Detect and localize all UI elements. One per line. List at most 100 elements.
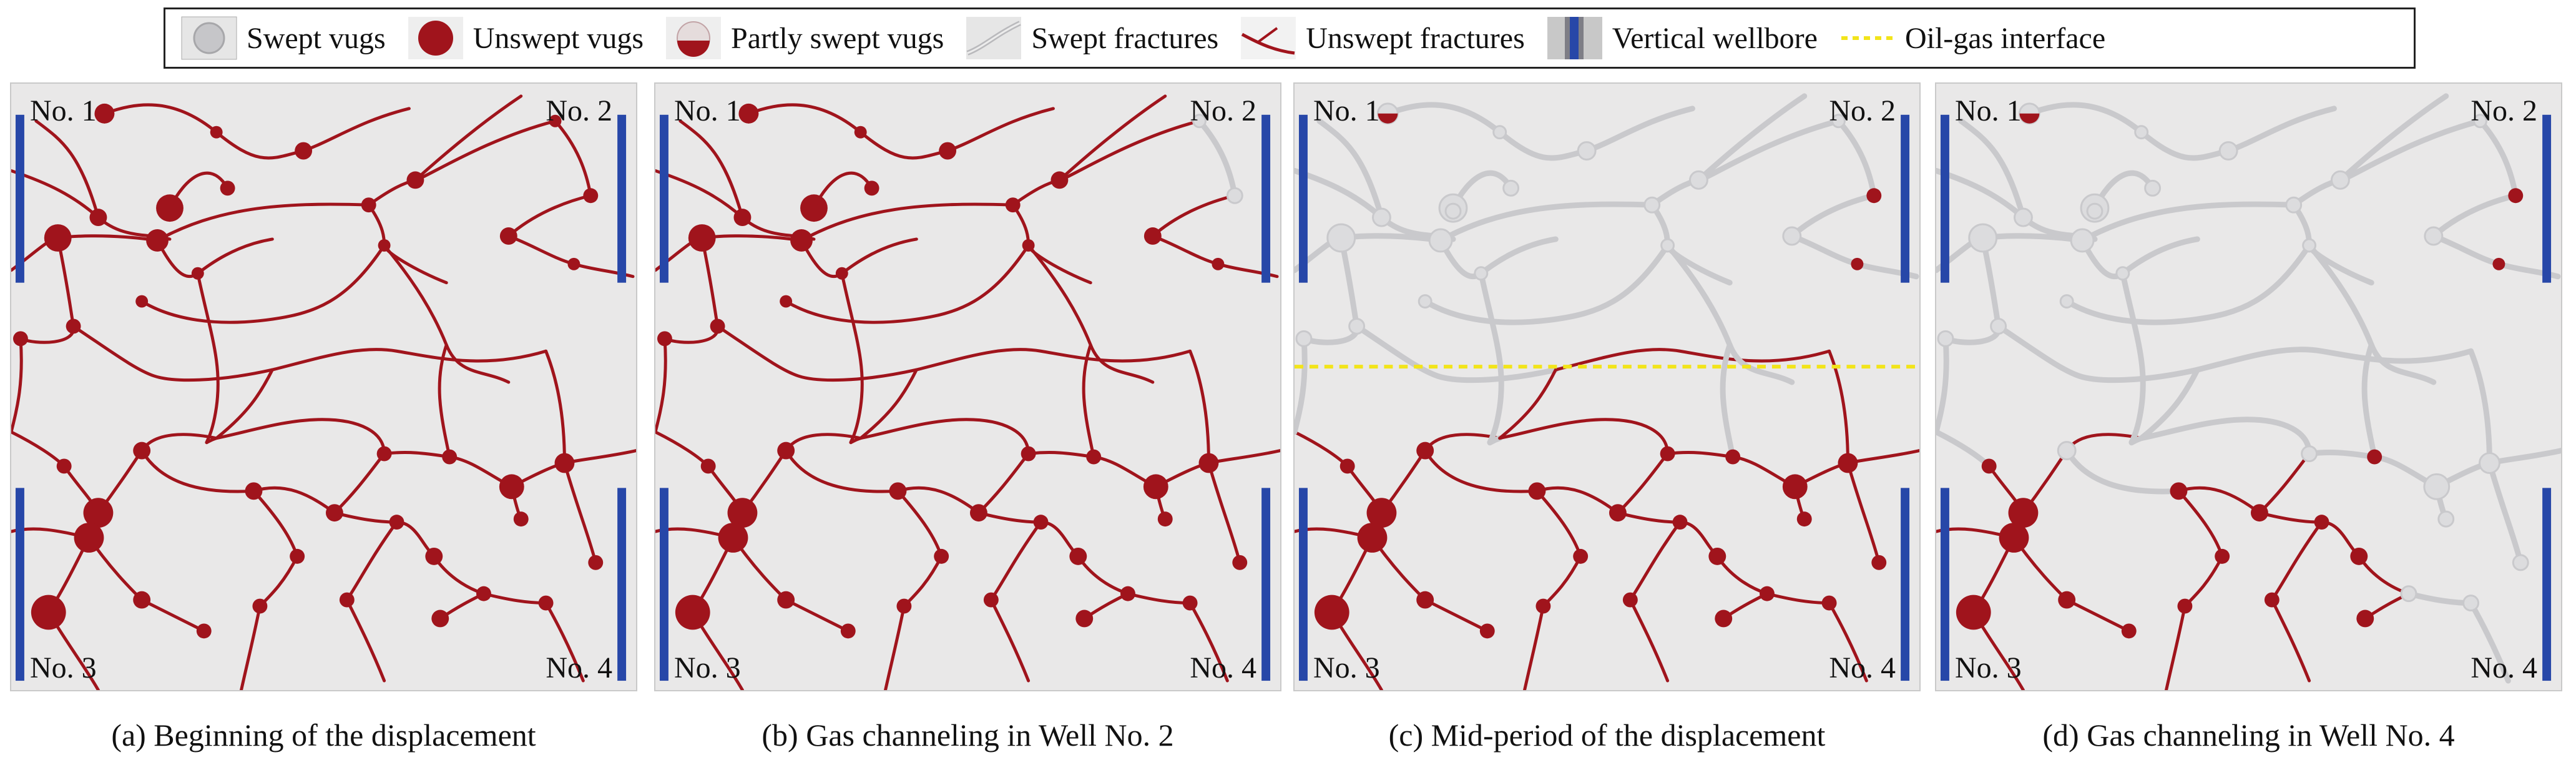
- swept-vug: [1688, 170, 1708, 190]
- swept-vug: [2059, 294, 2074, 309]
- swept-vug: [1831, 114, 1846, 129]
- swept-vug: [1577, 141, 1597, 160]
- swept-vug: [2070, 228, 2095, 253]
- well-label-4: No. 4: [2471, 651, 2537, 684]
- swept-fracture: [2079, 236, 2200, 279]
- swept-vug: [1428, 228, 1453, 253]
- unswept-fracture: [902, 555, 943, 608]
- unswept-fracture: [482, 592, 548, 605]
- unswept-vug: [1999, 523, 2029, 553]
- legend-label-swept-fractures: Swept fractures: [1031, 21, 1219, 55]
- well-label-4: No. 4: [546, 651, 612, 684]
- unswept-fracture: [2270, 520, 2324, 602]
- unswept-vug: [969, 504, 987, 522]
- unswept-vug: [196, 623, 212, 639]
- unswept-vug: [1144, 227, 1162, 245]
- unswept-fracture: [301, 107, 411, 153]
- interface-line-icon: [1841, 36, 1894, 40]
- unswept-vug: [376, 446, 392, 462]
- unswept-fracture: [2357, 555, 2411, 596]
- unswept-vug: [806, 204, 821, 219]
- swept-fracture: [1936, 429, 1992, 469]
- unswept-vug: [2350, 547, 2368, 565]
- swept-vug: [1474, 266, 1489, 281]
- well-label-3: No. 3: [674, 651, 741, 684]
- unswept-vug: [2215, 548, 2230, 564]
- unswept-vug: [1535, 598, 1551, 614]
- panel-c: No. 1 No. 2 No. 3 No. 4: [1293, 82, 1921, 691]
- unswept-fracture: [859, 418, 1031, 456]
- unswept-vug: [2356, 610, 2374, 628]
- unswept-fracture: [1154, 449, 1280, 488]
- unswept-fracture: [1126, 592, 1192, 605]
- swept-vug: [2437, 510, 2455, 528]
- wellbore-2: [617, 114, 627, 283]
- swept-fracture: [2468, 600, 2511, 684]
- swept-vug: [2134, 125, 2149, 140]
- swept-fracture: [1354, 323, 1559, 383]
- unswept-vug: [896, 598, 912, 614]
- unswept-vug: [1120, 586, 1135, 601]
- well-label-2: No. 2: [1190, 94, 1256, 127]
- partly-swept-vug-icon: [666, 17, 722, 59]
- unswept-vug: [406, 171, 424, 189]
- swept-fracture: [2138, 367, 2200, 442]
- unswept-vug: [1956, 595, 1991, 630]
- unswept-fracture: [1151, 234, 1279, 279]
- swept-fracture: [1295, 233, 1444, 274]
- unswept-fracture: [678, 119, 744, 219]
- unswept-fracture: [800, 237, 918, 278]
- swept-vug: [2479, 452, 2500, 474]
- swept-fracture: [1295, 335, 1308, 435]
- unswept-fracture: [140, 598, 206, 633]
- legend-item-oil-gas-interface: Oil-gas interface: [1839, 16, 2105, 61]
- unswept-vug: [1050, 171, 1069, 189]
- unswept-vug: [1033, 515, 1049, 530]
- unswept-fracture: [1379, 433, 1502, 515]
- swept-vug: [2512, 554, 2529, 571]
- swept-vug: [2473, 114, 2487, 129]
- legend-label-partly-swept-vugs: Partly swept vugs: [731, 21, 944, 55]
- unswept-fracture: [1423, 449, 1539, 493]
- unswept-vug: [1981, 458, 1997, 474]
- swept-fracture: [1384, 102, 1590, 161]
- unswept-fracture: [1535, 486, 1620, 515]
- swept-fracture: [2138, 417, 2313, 457]
- swept-fracture: [2225, 106, 2337, 154]
- panel-b: No. 1 No. 2 No. 3 No. 4: [654, 82, 1281, 691]
- unswept-fracture: [1082, 343, 1095, 459]
- unswept-fracture: [258, 555, 299, 608]
- fracture-network-c: [1295, 93, 1919, 690]
- well-label-4: No. 4: [1190, 651, 1256, 684]
- swept-vug: [2218, 141, 2238, 160]
- swept-fracture: [2431, 192, 2519, 239]
- legend-label-vertical-wellbore: Vertical wellbore: [1612, 21, 1818, 55]
- unswept-vug: [1069, 547, 1087, 565]
- swept-vug: [2424, 226, 2444, 246]
- legend-label-swept-vugs: Swept vugs: [247, 21, 386, 55]
- unswept-vug-icon: [408, 17, 463, 59]
- unswept-vug: [1021, 446, 1036, 462]
- unswept-vug: [1157, 511, 1173, 527]
- unswept-vug: [549, 114, 562, 127]
- unswept-vug: [135, 295, 149, 308]
- unswept-fracture: [196, 272, 220, 445]
- unswept-vug: [1708, 547, 1726, 565]
- swept-fracture: [1936, 233, 2085, 274]
- unswept-vug: [378, 239, 391, 252]
- unswept-vug: [790, 229, 813, 252]
- unswept-fracture: [1523, 605, 1545, 690]
- unswept-fracture: [11, 234, 159, 272]
- unswept-fracture: [2021, 433, 2143, 515]
- unswept-fracture: [655, 337, 667, 434]
- caption-c: (c) Mid-period of the displacement: [1388, 718, 1826, 753]
- unswept-fracture: [1423, 598, 1489, 633]
- unswept-vug: [83, 498, 114, 528]
- swept-vug: [1968, 223, 1998, 253]
- partly-swept-vug: [2019, 113, 2040, 124]
- swept-fracture: [2026, 102, 2231, 161]
- legend-label-unswept-vugs: Unswept vugs: [473, 21, 644, 55]
- unswept-fracture: [345, 520, 399, 602]
- unswept-fracture: [2270, 598, 2311, 683]
- unswept-vug: [1672, 515, 1688, 530]
